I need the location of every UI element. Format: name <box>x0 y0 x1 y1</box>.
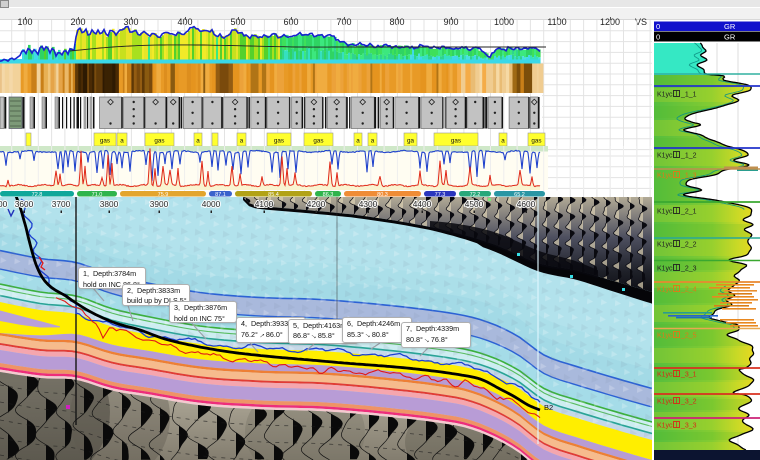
svg-text:K1yc: K1yc <box>657 173 673 180</box>
svg-text:3700: 3700 <box>52 199 71 209</box>
svg-text:a: a <box>356 138 360 145</box>
svg-text:71.0: 71.0 <box>92 192 103 197</box>
svg-text:K1yc: K1yc <box>657 153 673 160</box>
svg-text:K1yc: K1yc <box>657 92 673 99</box>
svg-text:_1_2: _1_2 <box>680 153 697 160</box>
svg-text:K1yc: K1yc <box>657 266 673 273</box>
svg-text:gas: gas <box>313 138 323 145</box>
svg-text:K1yc: K1yc <box>657 287 673 294</box>
svg-text:K1yc: K1yc <box>657 242 673 249</box>
svg-text:a: a <box>120 138 124 145</box>
svg-text:K1yc: K1yc <box>657 333 673 340</box>
svg-text:65.2: 65.2 <box>514 192 525 197</box>
svg-text:3500: 3500 <box>0 199 8 209</box>
svg-text:B2: B2 <box>544 403 553 412</box>
svg-text:_3_3: _3_3 <box>680 423 697 430</box>
svg-text:4100: 4100 <box>255 199 274 209</box>
svg-text:_3_2: _3_2 <box>680 399 697 406</box>
svg-text:_2_4: _2_4 <box>680 287 697 294</box>
svg-text:gas: gas <box>100 138 110 145</box>
svg-text:4400: 4400 <box>413 199 432 209</box>
svg-text:gas: gas <box>154 138 164 145</box>
svg-text:3600: 3600 <box>15 199 34 209</box>
svg-text:a: a <box>196 138 200 145</box>
svg-text:_2_2: _2_2 <box>680 242 697 249</box>
svg-text:GR: GR <box>724 33 736 42</box>
svg-text:gas: gas <box>451 138 461 145</box>
svg-text:85.4: 85.4 <box>268 192 279 197</box>
svg-text:K1yc: K1yc <box>657 372 673 379</box>
svg-text:86.3: 86.3 <box>323 192 334 197</box>
svg-text:_2_1: _2_1 <box>680 209 697 216</box>
svg-text:0: 0 <box>656 33 660 42</box>
svg-text:4300: 4300 <box>359 199 378 209</box>
svg-text:72.8: 72.8 <box>32 192 43 197</box>
svg-text:72.2: 72.2 <box>470 192 481 197</box>
svg-text:3900: 3900 <box>150 199 169 209</box>
svg-text:K1yc: K1yc <box>657 209 673 216</box>
svg-text:_3_1: _3_1 <box>680 372 697 379</box>
svg-text:a: a <box>240 138 244 145</box>
svg-text:3800: 3800 <box>100 199 119 209</box>
svg-text:_1_3: _1_3 <box>680 173 697 180</box>
svg-text:gas: gas <box>274 138 284 145</box>
svg-text:80.3: 80.3 <box>377 192 388 197</box>
svg-text:GR: GR <box>724 22 736 31</box>
svg-text:_2_5: _2_5 <box>680 333 697 340</box>
svg-text:a: a <box>501 138 505 145</box>
svg-text:77.3: 77.3 <box>435 192 446 197</box>
svg-text:_2_3: _2_3 <box>680 266 697 273</box>
svg-text:K1yc: K1yc <box>657 423 673 430</box>
svg-text:4200: 4200 <box>307 199 326 209</box>
svg-text:87.1: 87.1 <box>215 192 226 197</box>
svg-text:4000: 4000 <box>202 199 221 209</box>
svg-text:ga: ga <box>407 138 415 145</box>
svg-text:4500: 4500 <box>465 199 484 209</box>
svg-text:4600: 4600 <box>517 199 536 209</box>
svg-text:gas: gas <box>531 138 541 145</box>
svg-text:_1_1: _1_1 <box>680 92 697 99</box>
svg-text:0: 0 <box>656 22 660 31</box>
svg-text:a: a <box>371 138 375 145</box>
svg-text:K1yc: K1yc <box>657 399 673 406</box>
svg-text:75.9: 75.9 <box>158 192 169 197</box>
